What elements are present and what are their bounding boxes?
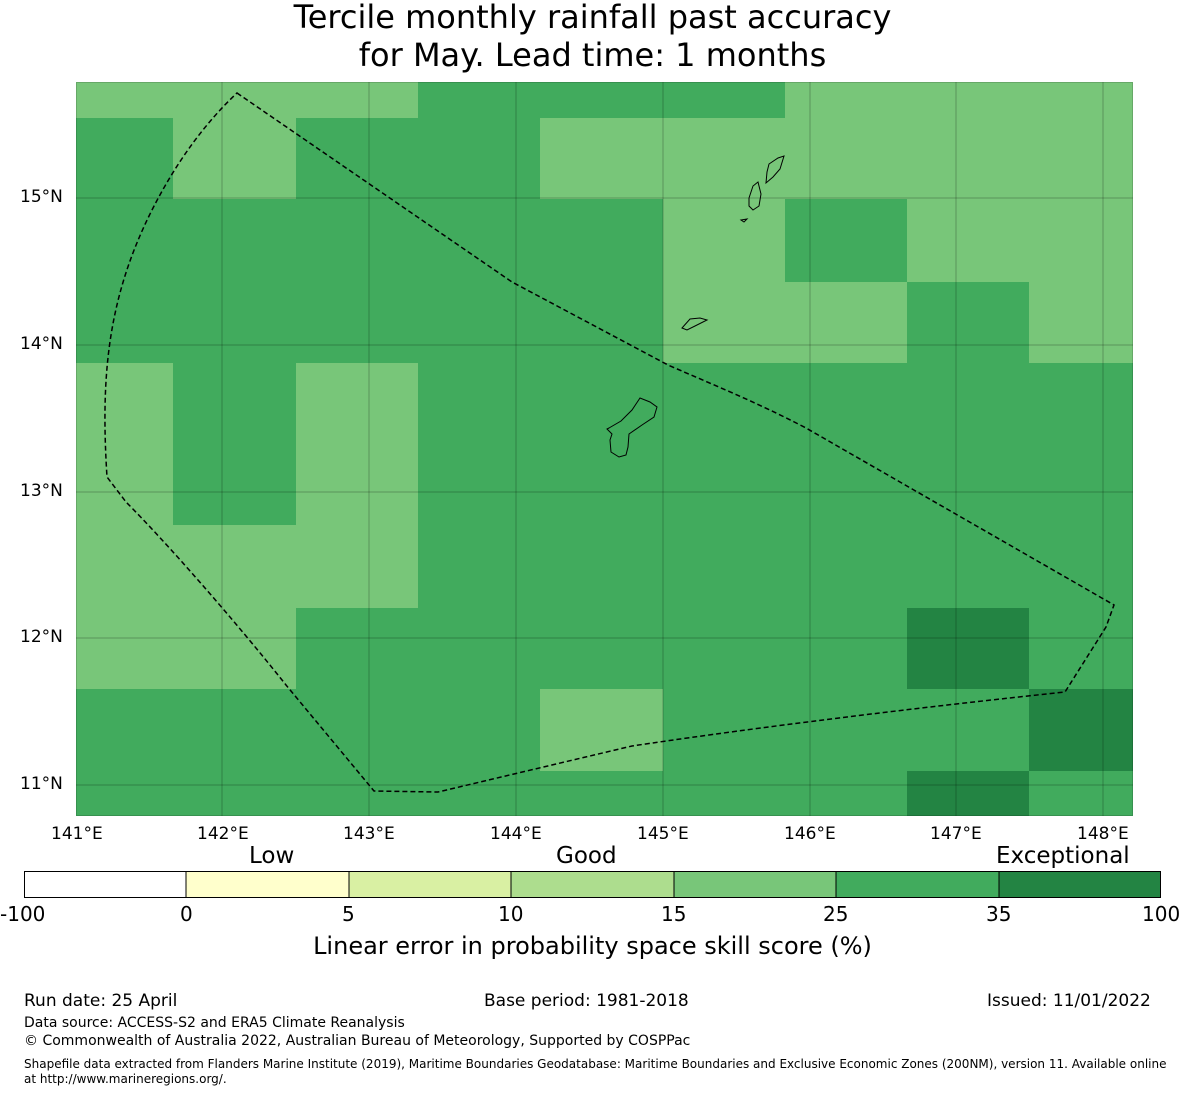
- colorbar-tick-35: 35: [986, 902, 1012, 926]
- colorbar-tick-15: 15: [661, 902, 687, 926]
- category-low: Low: [249, 843, 295, 869]
- colorbar-tick-0: 0: [180, 902, 193, 926]
- map-title-line-1: Tercile monthly rainfall past accuracy: [293, 0, 892, 36]
- colorbar-tick-neg100: -100: [0, 902, 46, 926]
- run-date: Run date: 25 April: [24, 991, 178, 1011]
- lon-label-143e: 143°E: [343, 824, 395, 844]
- rota-island: [681, 317, 709, 331]
- good-skill-cells: [76, 82, 1133, 771]
- colorbar-label: Linear error in probability space skill …: [313, 932, 872, 960]
- base-period: Base period: 1981-2018: [484, 991, 689, 1011]
- map-title-line-2: for May. Lead time: 1 months: [358, 36, 827, 74]
- lon-label-148e: 148°E: [1077, 824, 1129, 844]
- lat-label-14n: 14°N: [20, 334, 63, 354]
- shapefile-credit: Shapefile data extracted from Flanders M…: [24, 1057, 1167, 1086]
- colorbar-tick-25: 25: [823, 902, 849, 926]
- colorbar-tick-5: 5: [342, 902, 355, 926]
- lon-label-141e: 141°E: [51, 824, 103, 844]
- colorbar-tick-100: 100: [1142, 902, 1181, 926]
- colorbar-segment-25-35: [836, 871, 999, 898]
- island-outlines: [606, 155, 785, 458]
- issued-date: Issued: 11/01/2022: [987, 991, 1151, 1011]
- data-source: Data source: ACCESS-S2 and ERA5 Climate …: [24, 1015, 405, 1031]
- copyright-notice: © Commonwealth of Australia 2022, Austra…: [24, 1033, 691, 1049]
- colorbar-segment-neg100-0: [24, 871, 186, 898]
- graticule: [76, 82, 1133, 816]
- category-exceptional: Exceptional: [996, 843, 1130, 869]
- aguijan-island: [739, 218, 749, 223]
- colorbar: [24, 871, 1161, 898]
- skill-score-map: [76, 82, 1133, 816]
- colorbar-tick-10: 10: [498, 902, 524, 926]
- lat-label-15n: 15°N: [20, 187, 63, 207]
- lon-label-147e: 147°E: [930, 824, 982, 844]
- colorbar-segment-5-10: [349, 871, 511, 898]
- colorbar-segment-10-15: [511, 871, 674, 898]
- guam-island: [606, 397, 658, 458]
- lat-label-11n: 11°N: [20, 774, 63, 794]
- tinian-island: [748, 181, 762, 211]
- colorbar-segment-0-5: [186, 871, 349, 898]
- lon-label-142e: 142°E: [197, 824, 249, 844]
- exceptional-skill-cells: [907, 608, 1133, 816]
- lon-label-145e: 145°E: [637, 824, 689, 844]
- lat-label-12n: 12°N: [20, 627, 63, 647]
- lon-label-144e: 144°E: [490, 824, 542, 844]
- colorbar-segment-15-25: [674, 871, 836, 898]
- eez-boundary: [104, 92, 1115, 793]
- category-good: Good: [556, 843, 617, 869]
- lon-label-146e: 146°E: [784, 824, 836, 844]
- colorbar-segment-35-100: [999, 871, 1161, 898]
- saipan-island: [765, 155, 785, 185]
- lat-label-13n: 13°N: [20, 481, 63, 501]
